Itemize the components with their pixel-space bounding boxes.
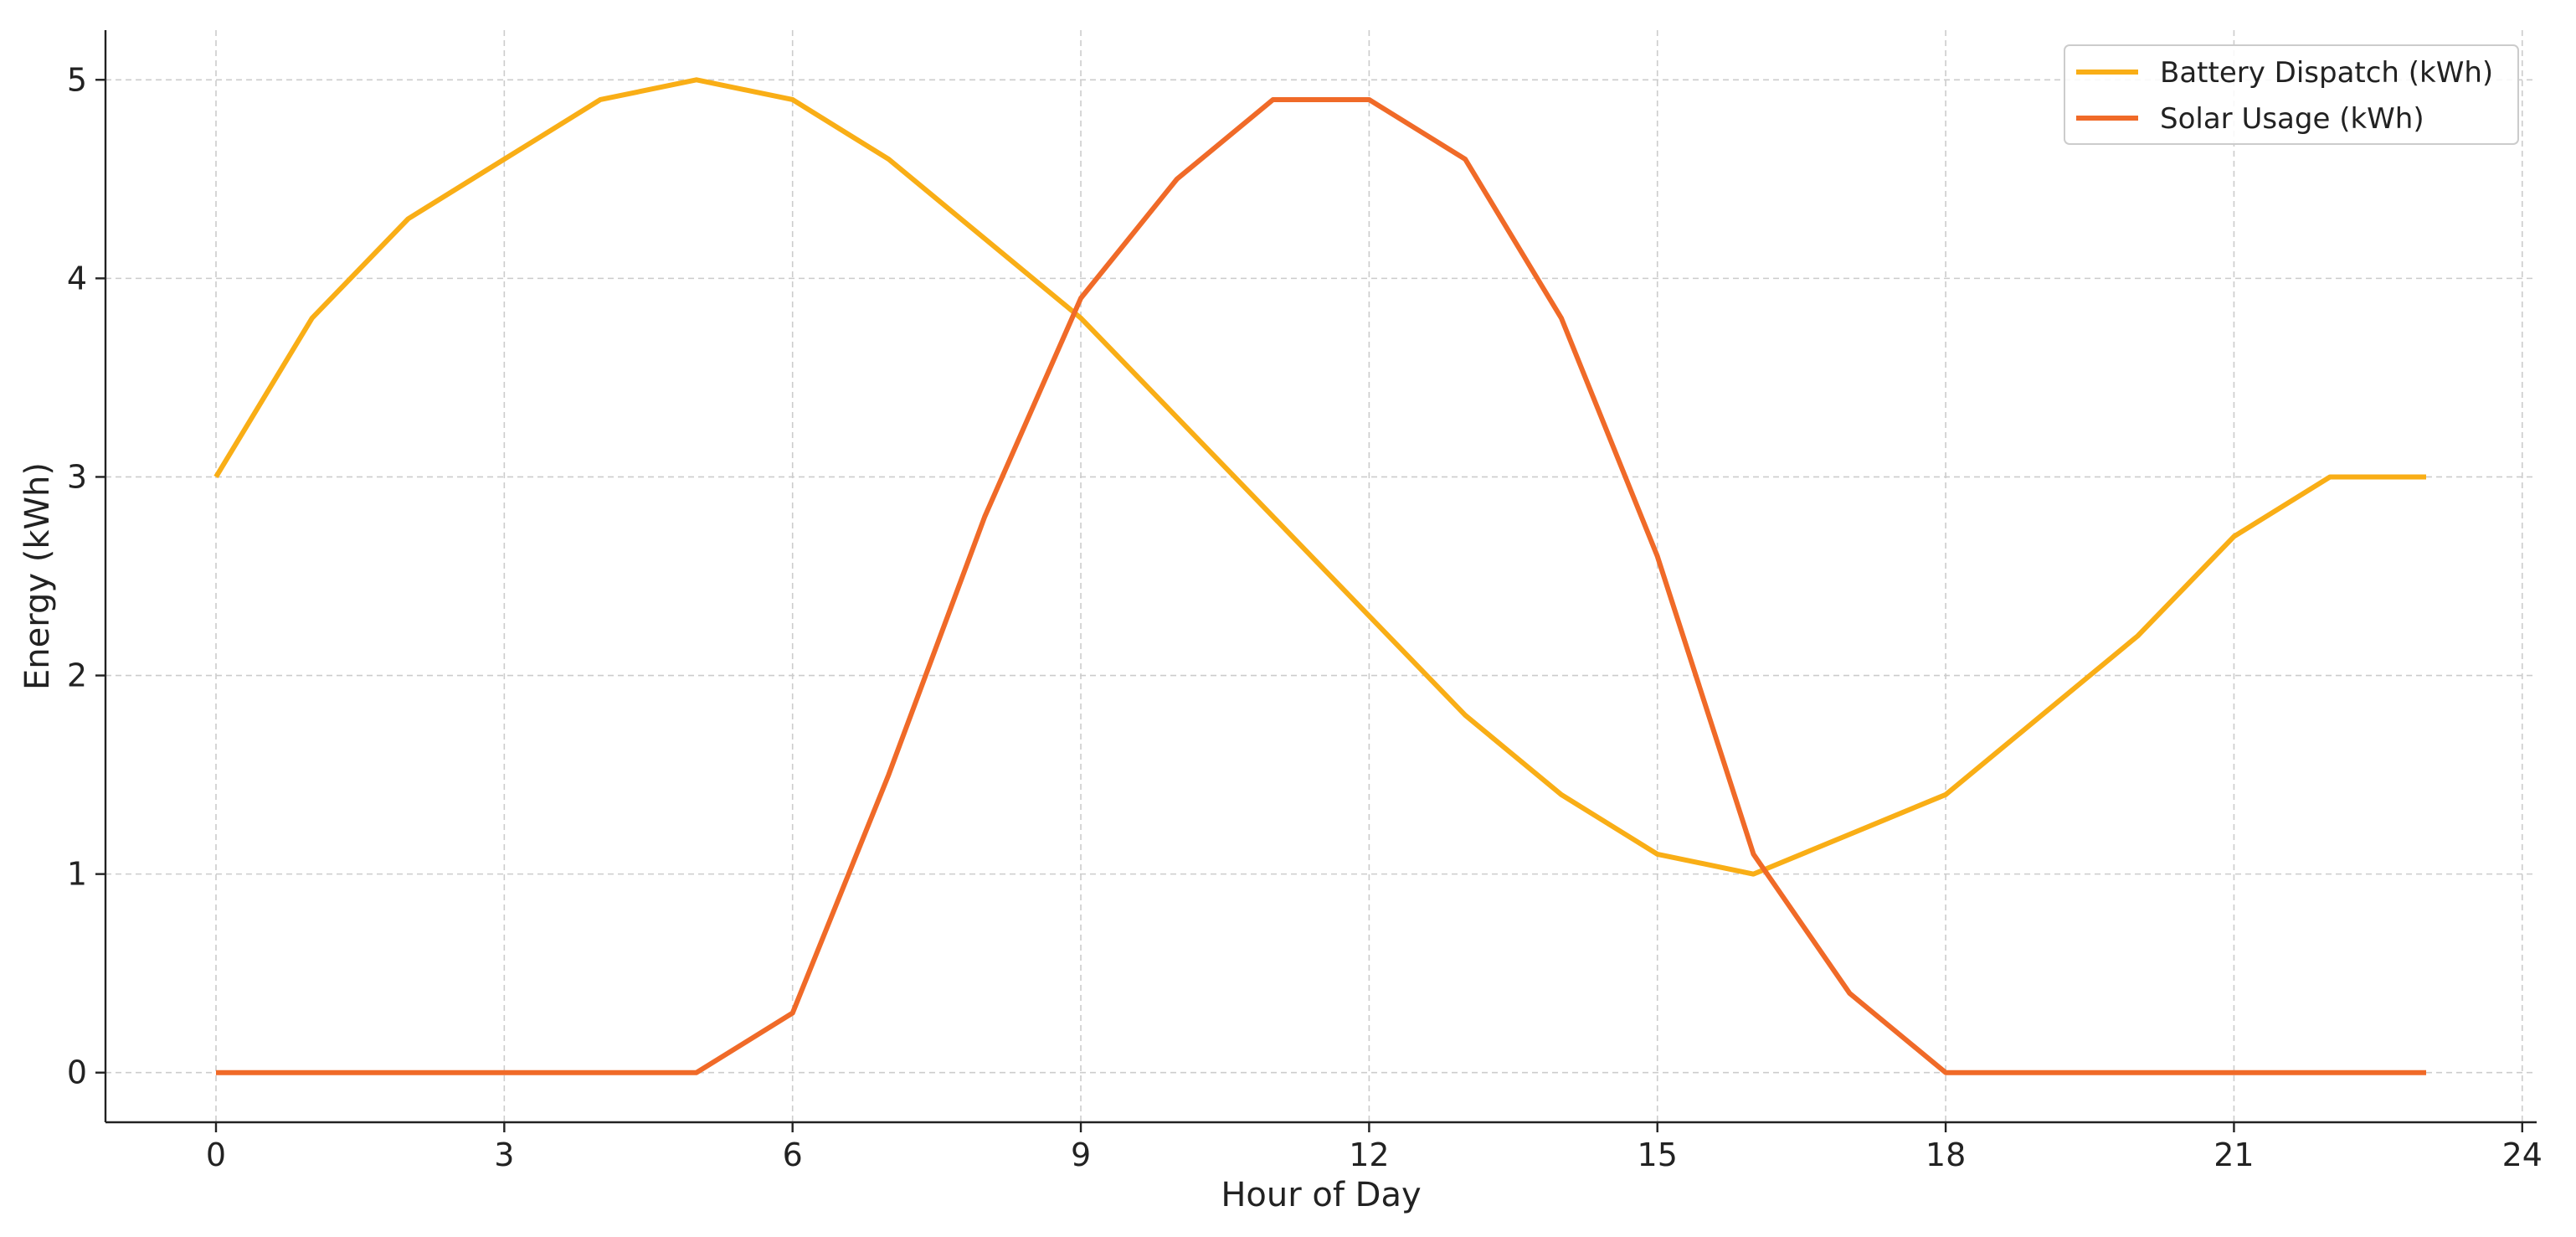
x-tick-label-7: 21 xyxy=(2214,1136,2254,1173)
y-tick-label-2: 2 xyxy=(67,657,87,694)
y-tick-label-5: 5 xyxy=(67,61,87,98)
x-tick-label-3: 9 xyxy=(1071,1136,1091,1173)
series-line-0 xyxy=(213,77,2426,877)
x-tick-label-8: 24 xyxy=(2502,1136,2543,1173)
series-lines xyxy=(213,77,2426,1075)
x-tick-label-0: 0 xyxy=(206,1136,226,1173)
y-axis-label: Energy (kWh) xyxy=(18,462,57,690)
x-tick-label-6: 18 xyxy=(1926,1136,1966,1173)
series-line-1 xyxy=(216,96,2426,1075)
x-tick-label-1: 3 xyxy=(494,1136,514,1173)
x-tick-label-2: 6 xyxy=(783,1136,803,1173)
x-tick-label-4: 12 xyxy=(1349,1136,1389,1173)
y-tick-label-1: 1 xyxy=(67,856,87,893)
legend: Battery Dispatch (kWh) Solar Usage (kWh) xyxy=(2064,44,2519,145)
y-tick-label-0: 0 xyxy=(67,1054,87,1091)
axes xyxy=(95,30,2537,1132)
x-axis-label: Hour of Day xyxy=(1221,1176,1421,1214)
y-tick-label-4: 4 xyxy=(67,260,87,296)
x-tick-label-5: 15 xyxy=(1638,1136,1678,1173)
legend-box xyxy=(2064,44,2519,145)
legend-label-battery: Battery Dispatch (kWh) xyxy=(2160,56,2493,90)
y-tick-label-3: 3 xyxy=(67,458,87,495)
legend-label-solar: Solar Usage (kWh) xyxy=(2160,102,2424,136)
grid xyxy=(105,30,2537,1122)
